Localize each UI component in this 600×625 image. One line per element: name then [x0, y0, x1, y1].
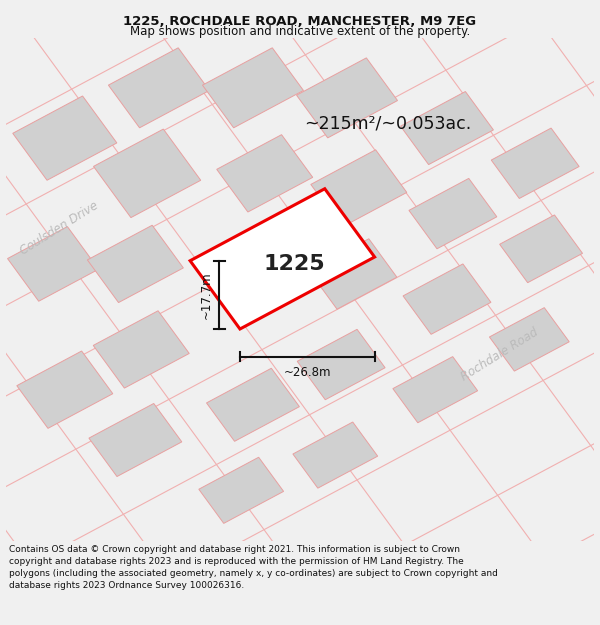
Polygon shape [88, 225, 184, 302]
Polygon shape [109, 48, 209, 128]
Polygon shape [403, 264, 491, 334]
Text: Contains OS data © Crown copyright and database right 2021. This information is : Contains OS data © Crown copyright and d… [9, 546, 498, 590]
Text: 1225: 1225 [263, 254, 325, 274]
Polygon shape [296, 58, 398, 138]
Polygon shape [13, 96, 117, 180]
Polygon shape [401, 91, 493, 164]
Text: Coulsden Drive: Coulsden Drive [17, 199, 100, 258]
Polygon shape [491, 128, 579, 199]
Text: ~17.7m: ~17.7m [199, 271, 212, 319]
Text: Map shows position and indicative extent of the property.: Map shows position and indicative extent… [130, 25, 470, 38]
Polygon shape [297, 329, 385, 400]
Polygon shape [94, 129, 201, 218]
Polygon shape [89, 404, 182, 476]
Text: ~215m²/~0.053ac.: ~215m²/~0.053ac. [305, 114, 472, 132]
Polygon shape [206, 368, 299, 441]
Text: 1225, ROCHDALE ROAD, MANCHESTER, M9 7EG: 1225, ROCHDALE ROAD, MANCHESTER, M9 7EG [124, 15, 476, 28]
Polygon shape [309, 239, 397, 309]
Polygon shape [17, 351, 113, 428]
Polygon shape [409, 178, 497, 249]
Text: ~26.8m: ~26.8m [284, 366, 331, 379]
Polygon shape [199, 458, 284, 523]
Polygon shape [311, 150, 407, 227]
Polygon shape [190, 189, 374, 329]
Polygon shape [8, 227, 98, 301]
Polygon shape [393, 357, 478, 422]
Polygon shape [500, 215, 583, 282]
Polygon shape [202, 48, 304, 128]
Polygon shape [217, 134, 313, 212]
Polygon shape [490, 308, 569, 371]
Polygon shape [93, 311, 189, 388]
Polygon shape [293, 422, 377, 488]
Text: Rochdale Road: Rochdale Road [459, 326, 541, 383]
